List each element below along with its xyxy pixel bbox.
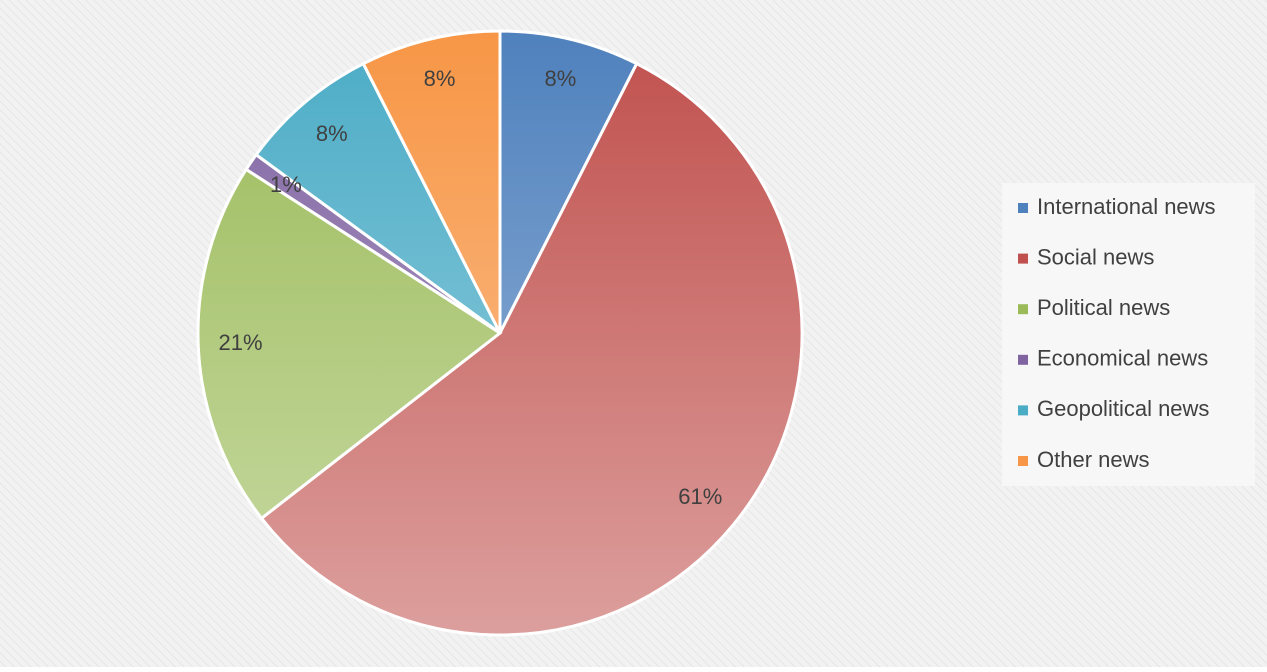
data-label: 8%: [545, 66, 577, 91]
pie-slice: [254, 61, 502, 335]
legend-marker: [1018, 304, 1028, 315]
legend-marker: [1018, 405, 1028, 416]
data-label: 8%: [424, 66, 456, 91]
data-label: 21%: [219, 330, 263, 355]
legend-label: Social news: [1037, 244, 1154, 269]
legend-marker: [1018, 253, 1028, 264]
legend-box: [1002, 183, 1255, 486]
legend-label: International news: [1037, 194, 1216, 219]
legend-marker: [1018, 354, 1028, 365]
pie-slice: [498, 29, 639, 334]
legend-marker: [1018, 456, 1028, 466]
legend-label: Economical news: [1037, 346, 1208, 371]
legend-label: Political news: [1037, 295, 1170, 320]
legend-marker: [1018, 203, 1028, 213]
pie-slice: [259, 61, 804, 637]
legend-label: Other news: [1037, 447, 1150, 472]
data-label: 1%: [270, 172, 302, 197]
data-label: 61%: [678, 484, 722, 509]
legend-label: Geopolitical news: [1037, 396, 1209, 421]
data-label: 8%: [316, 121, 348, 146]
pie-slice: [196, 167, 503, 521]
pie-slice: [361, 29, 502, 334]
